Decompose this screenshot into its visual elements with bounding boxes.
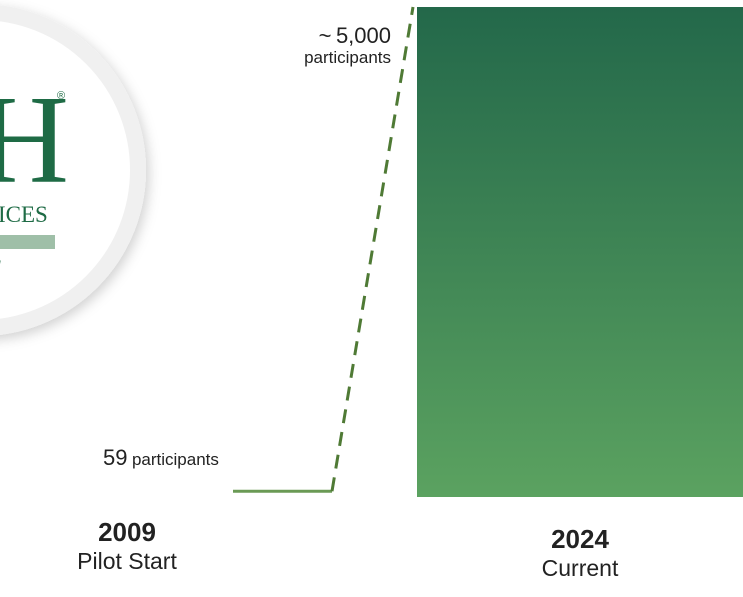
logo-script-fragment: l	[0, 257, 1, 277]
logo-band	[0, 235, 55, 249]
data-label-2024-value: 5,000	[335, 23, 391, 48]
data-label-2009-value: 59	[103, 445, 128, 470]
company-logo: H ® ICES l	[0, 5, 146, 335]
bar-2024	[417, 7, 743, 497]
category-2009: 2009 Pilot Start	[27, 517, 227, 574]
logo-word-fragment: ICES	[0, 202, 48, 227]
category-2009-year: 2009	[98, 517, 156, 547]
logo-registered-mark: ®	[57, 90, 65, 102]
data-label-2024-prefix: ~	[318, 23, 332, 48]
category-2024: 2024 Current	[480, 524, 680, 581]
category-2024-year: 2024	[551, 524, 609, 554]
data-label-2024-unit: participants	[304, 48, 391, 68]
growth-connector-line	[330, 6, 415, 492]
data-label-2024: ~ 5,000 participants	[304, 23, 391, 68]
data-label-2009: 59 participants	[103, 445, 219, 470]
logo-letter: H	[0, 71, 69, 210]
category-2024-subtitle: Current	[541, 554, 619, 581]
category-2009-subtitle: Pilot Start	[77, 547, 177, 574]
data-label-2009-unit: participants	[131, 450, 219, 469]
